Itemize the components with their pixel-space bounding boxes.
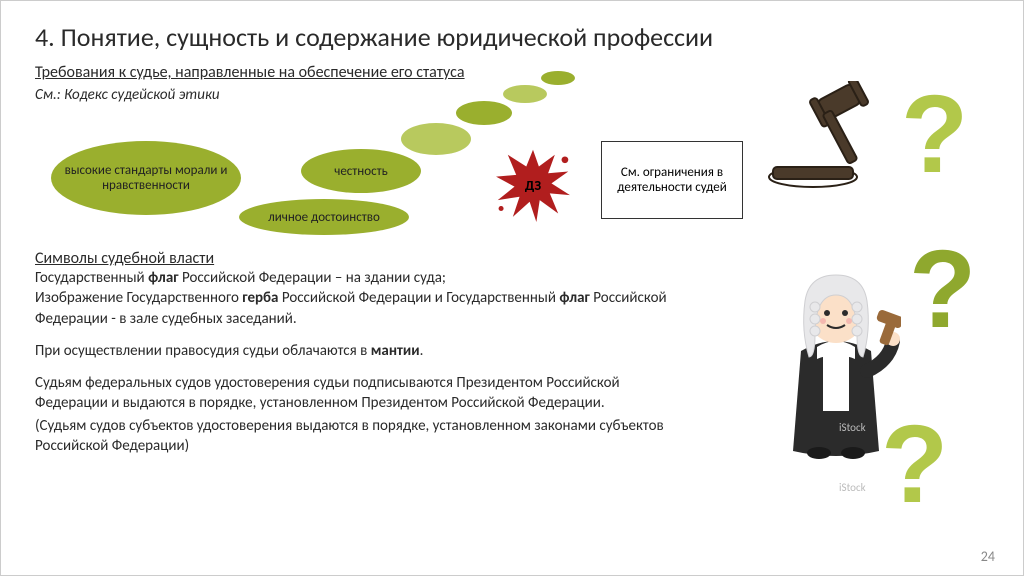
restrictions-box: См. ограничения в деятельности судей <box>601 141 743 219</box>
splat-label: ДЗ <box>525 177 541 194</box>
bubble-honesty: честность <box>301 149 421 193</box>
decor-ellipse <box>456 101 512 125</box>
page-number: 24 <box>981 548 995 565</box>
question-mark-icon: ? <box>901 71 968 198</box>
decor-ellipse <box>503 85 547 103</box>
bubble-morality: высокие стандарты морали и нравственност… <box>51 141 241 215</box>
watermark: iStock <box>839 481 866 494</box>
para-mantle: При осуществлении правосудия судьи облач… <box>35 341 675 361</box>
judge-icon <box>771 261 901 461</box>
para-flag: Государственный флаг Российской Федераци… <box>35 268 675 329</box>
decor-ellipse <box>541 71 575 85</box>
symbols-heading: Символы судебной власти <box>35 249 695 268</box>
gavel-icon <box>759 81 899 201</box>
splat-badge: ДЗ <box>491 143 575 227</box>
watermark: iStock <box>839 421 866 434</box>
slide-title: 4. Понятие, сущность и содержание юридич… <box>35 21 995 53</box>
question-mark-icon: ? <box>909 226 976 353</box>
requirements-subtitle: Требования к судье, направленные на обес… <box>35 63 995 82</box>
para-cert: Судьям федеральных судов удостоверения с… <box>35 373 675 414</box>
bubble-dignity: личное достоинство <box>239 199 409 235</box>
para-cert-regional: (Судьям судов субъектов удостоверения вы… <box>35 416 675 457</box>
decor-ellipse <box>401 123 471 155</box>
